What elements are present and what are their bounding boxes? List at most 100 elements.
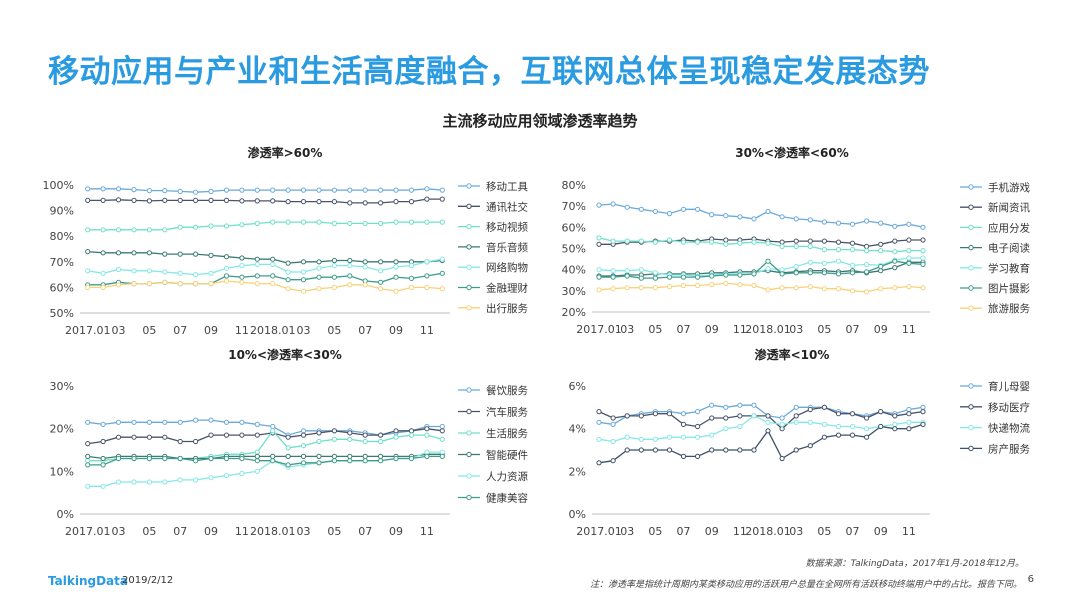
data-point [347,282,353,288]
data-point [223,223,230,229]
data-point [765,428,771,434]
chart-title: 渗透率>60% [248,145,323,160]
y-tick-label: 4% [569,423,586,436]
data-point [680,434,687,440]
data-point [624,413,630,419]
data-point [835,258,842,264]
data-point [347,458,353,464]
x-tick-label: 07 [677,323,691,336]
x-tick-label: 03 [789,323,803,336]
data-point [821,219,827,225]
data-point [254,187,260,193]
data-point [779,455,785,462]
data-point [239,432,245,438]
data-point [193,417,199,423]
data-point [270,273,276,279]
data-point [347,257,353,264]
legend-marker [466,244,472,250]
data-point [652,411,659,417]
data-point [765,240,771,246]
data-point [316,430,322,436]
data-point [85,483,91,489]
report-date: 2019/2/12 [122,575,174,586]
data-point [596,436,602,442]
data-point [610,421,616,428]
data-point [300,460,307,466]
legend-marker [466,203,472,210]
data-point [779,421,785,428]
data-point [162,269,168,275]
legend-marker [466,430,472,436]
x-tick-label: 05 [142,525,156,538]
x-tick-label: 07 [358,525,372,538]
data-point [878,263,884,270]
data-point [723,415,729,421]
chart-above-60: 渗透率>60%50%60%70%80%90%100%2017.01 03 05 07 0… [43,145,529,337]
data-point [393,259,399,265]
data-point [835,239,842,245]
y-tick-label: 60% [50,281,74,294]
data-point [223,265,230,271]
data-point [821,270,827,276]
data-point [254,198,260,204]
data-point [596,202,602,208]
legend-marker [466,264,472,270]
data-point [254,468,260,474]
data-point [864,434,870,440]
data-point [254,281,260,287]
data-point [131,455,137,462]
data-point [709,281,715,288]
data-point [878,220,884,226]
data-point [920,261,926,268]
data-point [208,188,214,195]
data-point [100,483,106,489]
data-point [610,274,616,280]
data-point [285,434,291,440]
data-point [300,432,307,438]
data-point [115,227,122,233]
data-point [695,282,701,289]
data-point [408,284,415,290]
data-point [285,219,291,225]
data-point [835,432,842,438]
data-point [223,187,230,193]
series-line [598,423,924,464]
data-point [807,419,813,425]
data-point [695,453,701,460]
data-point [737,281,743,288]
x-tick-label: 11 [733,323,747,336]
chart-title: 渗透率<10% [755,347,830,362]
data-point [285,286,291,292]
data-point [892,238,898,244]
x-tick-label: 07 [173,525,187,538]
data-point [680,411,687,417]
x-tick-label: 09 [705,525,719,538]
data-point [737,240,743,246]
y-tick-label: 50% [50,307,74,320]
x-tick-label: 03 [620,323,634,336]
data-point [652,270,659,276]
data-point [177,270,183,276]
data-point [920,421,926,428]
legend-marker [466,387,472,393]
data-point [270,428,276,434]
data-point [737,447,743,453]
data-point [162,419,168,425]
x-tick-label: 11 [420,324,434,337]
x-tick-label: 11 [902,323,916,336]
data-point [100,438,106,445]
data-point [807,259,813,265]
data-point [709,432,715,438]
data-point [864,261,870,268]
data-point [751,271,757,277]
data-point [162,188,168,194]
data-point [393,199,399,205]
legend-marker [968,265,974,271]
legend-label: 应用分发 [988,221,1030,234]
talkingdata-logo: TalkingData [48,574,128,588]
data-point [362,438,368,445]
data-point [115,434,122,440]
data-point [131,479,137,485]
data-point [239,274,245,280]
data-point [362,259,368,265]
